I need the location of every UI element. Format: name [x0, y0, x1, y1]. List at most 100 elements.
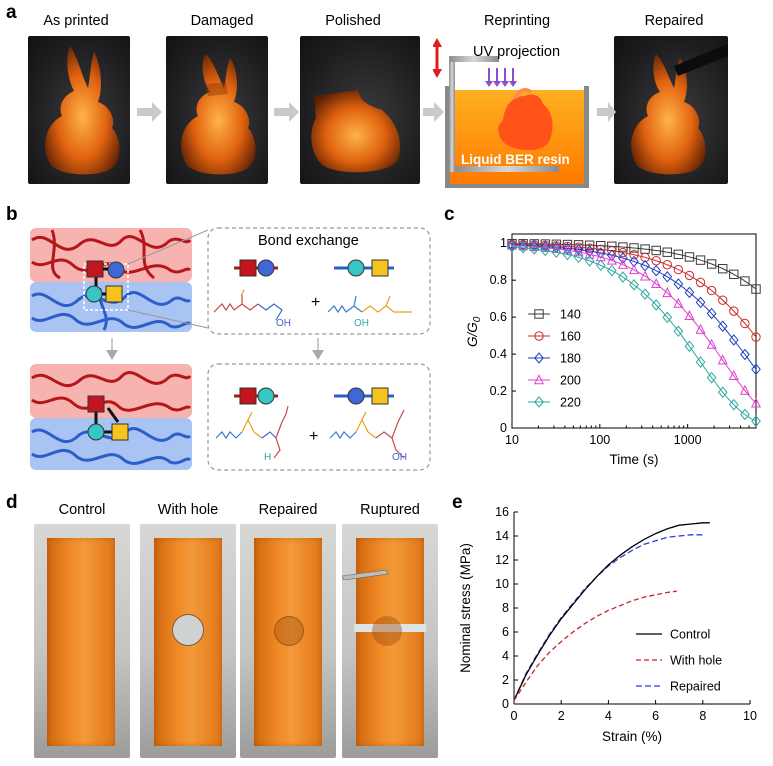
data-point-160 — [718, 295, 728, 305]
panel-c-label: c — [444, 204, 455, 225]
data-point-220 — [606, 264, 617, 277]
step-caption-repaired: Repaired — [644, 13, 704, 29]
y-axis-label: G/G0 — [465, 316, 483, 347]
y-tick-label: 0 — [500, 421, 507, 435]
data-point-200 — [562, 244, 573, 255]
y-tick-label: 0.8 — [490, 273, 507, 287]
series-line-200 — [511, 245, 757, 404]
data-point-180 — [662, 270, 673, 283]
y-tick-label: 2 — [502, 673, 509, 687]
series-line-control — [513, 522, 710, 701]
y-tick-label: 0.4 — [490, 347, 507, 361]
x-tick-label: 8 — [699, 709, 706, 723]
hydroxyl-label-2: OH — [354, 318, 369, 329]
data-point-140 — [718, 263, 728, 274]
data-point-200 — [673, 297, 684, 308]
data-point-220 — [662, 311, 673, 324]
legend-marker — [534, 309, 544, 319]
data-point-200 — [573, 246, 584, 257]
data-point-140 — [695, 255, 706, 265]
x-tick-label: 100 — [589, 433, 610, 447]
data-point-220 — [629, 279, 639, 291]
data-point-160 — [751, 332, 761, 342]
panel-d-label: d — [6, 492, 18, 513]
data-point-200 — [584, 248, 595, 259]
data-point-140 — [673, 249, 684, 260]
x-tick-label: 1000 — [674, 433, 702, 447]
data-point-220 — [706, 371, 717, 384]
data-point-160 — [673, 264, 684, 275]
data-point-180 — [629, 255, 639, 268]
series-line-with-hole — [513, 590, 677, 701]
photo-control-specimen — [34, 524, 130, 758]
data-point-180 — [717, 320, 728, 332]
data-point-140 — [684, 252, 695, 262]
data-point-180 — [695, 296, 706, 309]
data-point-140 — [596, 241, 606, 251]
legend-label-180: 180 — [560, 352, 581, 366]
reprinting-schematic — [432, 38, 593, 188]
legend-marker — [533, 374, 545, 385]
data-point-180 — [518, 239, 528, 252]
data-point-160 — [584, 243, 595, 253]
y-tick-label: 8 — [502, 601, 509, 615]
y-tick-label: 12 — [495, 553, 509, 567]
photo-as-printed — [28, 36, 130, 184]
specimen-caption-with-hole: With hole — [157, 502, 219, 518]
legend-label-with-hole: With hole — [670, 654, 722, 668]
data-point-160 — [651, 256, 661, 266]
tweezer-icon — [342, 569, 389, 580]
y-tick-label: 0.6 — [490, 310, 507, 324]
data-point-160 — [640, 252, 650, 263]
y-tick-label: 0.2 — [490, 384, 507, 398]
data-point-200 — [684, 309, 695, 321]
data-point-160 — [618, 247, 628, 258]
data-point-180 — [618, 252, 628, 264]
x-tick-label: 10 — [743, 709, 757, 723]
data-point-200 — [628, 264, 640, 275]
data-point-140 — [573, 240, 584, 250]
legend-marker — [534, 352, 544, 364]
specimen-caption-repaired: Repaired — [258, 502, 318, 518]
y-axis-label: Nominal stress (MPa) — [458, 543, 473, 673]
data-point-220 — [573, 251, 584, 264]
photo-ruptured-specimen — [342, 524, 438, 758]
legend-label-220: 220 — [560, 396, 581, 410]
data-point-140 — [729, 269, 739, 280]
data-point-200 — [617, 258, 628, 269]
data-point-160 — [573, 242, 584, 252]
y-tick-label: 6 — [502, 625, 509, 639]
data-point-180 — [673, 278, 684, 290]
data-point-200 — [662, 287, 673, 298]
data-point-200 — [706, 338, 717, 349]
step-caption-polished: Polished — [325, 13, 381, 29]
data-point-160 — [662, 260, 672, 270]
legend-label-160: 160 — [560, 330, 581, 344]
data-point-140 — [662, 247, 672, 257]
step-caption-as-printed: As printed — [43, 13, 109, 29]
hydroxyl-label-1: OH — [276, 318, 291, 329]
panel-a-label: a — [6, 2, 17, 23]
bunny-icon — [311, 90, 401, 173]
data-point-220 — [695, 356, 706, 368]
data-point-160 — [695, 277, 706, 288]
hydroxyl-label-4: OH — [392, 452, 407, 463]
series-line-180 — [511, 244, 757, 370]
data-point-160 — [740, 318, 750, 329]
photo-repaired — [614, 36, 728, 184]
data-point-200 — [640, 270, 651, 281]
step-caption-reprinting: Reprinting — [483, 13, 551, 29]
data-point-200 — [695, 323, 706, 334]
data-point-200 — [717, 354, 728, 365]
data-point-220 — [529, 243, 540, 255]
data-point-220 — [728, 398, 739, 411]
hydroxyl-label-3: H — [264, 452, 272, 463]
data-point-220 — [640, 288, 650, 300]
data-point-180 — [651, 264, 662, 277]
data-point-180 — [751, 363, 761, 376]
panel-e-label: e — [452, 492, 463, 513]
repaired-patch-icon — [274, 616, 304, 646]
stress-strain-chart: 0 2 4 6 8 10 12 14 16 0 2 4 6 8 10 Strain (%) Nominal st… — [458, 505, 757, 744]
repaired-patch-icon — [372, 616, 402, 646]
bunny-icon — [631, 44, 728, 175]
